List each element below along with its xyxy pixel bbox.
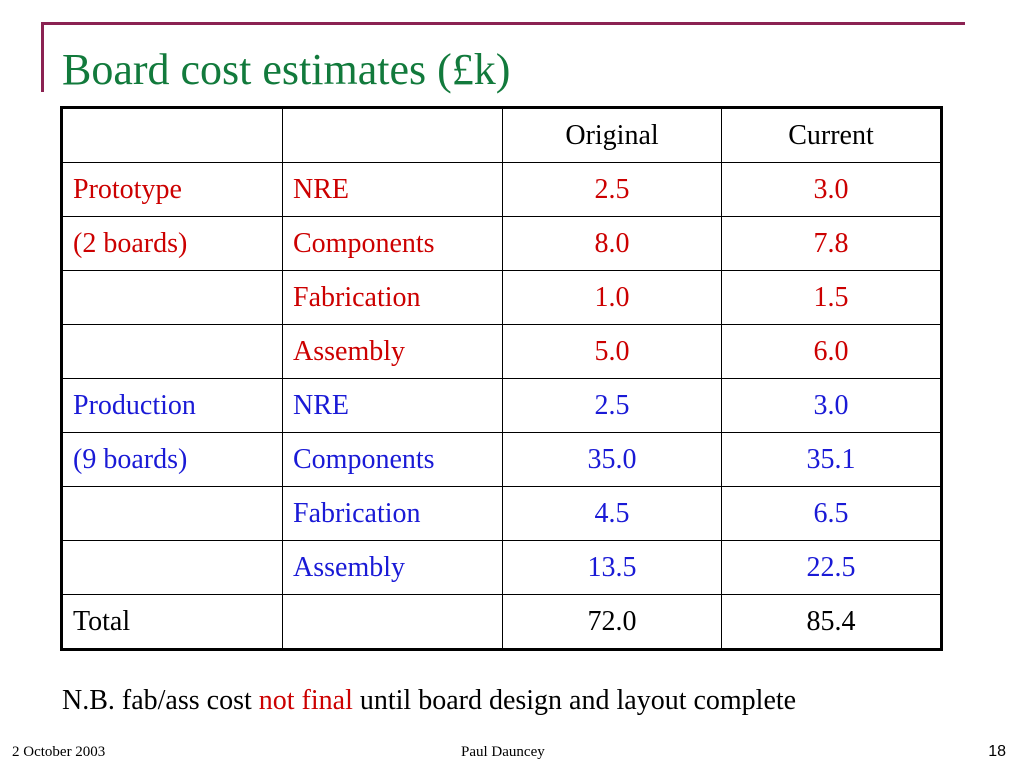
- row-group-label: (9 boards): [61, 432, 283, 487]
- footer-author: Paul Dauncey: [461, 744, 545, 760]
- row-current-value: 3.0: [721, 162, 942, 217]
- row-original-value: 2.5: [502, 162, 722, 217]
- table-row: (2 boards) Components 8.0 7.8: [61, 216, 942, 271]
- slide-title: Board cost estimates (£k): [62, 45, 511, 94]
- header-cell-original: Original: [502, 107, 722, 163]
- table-row: Production NRE 2.5 3.0: [61, 378, 942, 433]
- row-item-label: Fabrication: [282, 486, 503, 541]
- row-item-label: Fabrication: [282, 270, 503, 325]
- table-row: Prototype NRE 2.5 3.0: [61, 162, 942, 217]
- row-group-label: [61, 324, 283, 379]
- footnote-suffix: until board design and layout complete: [352, 685, 797, 716]
- row-group-label: [61, 486, 283, 541]
- row-current-value: 22.5: [721, 540, 942, 595]
- row-item-label: NRE: [282, 378, 503, 433]
- row-current-value: 3.0: [721, 378, 942, 433]
- row-original-value: 1.0: [502, 270, 722, 325]
- header-cell-item: [282, 107, 503, 163]
- row-item-label: NRE: [282, 162, 503, 217]
- table-header-row: Original Current: [61, 107, 942, 163]
- table-row: Fabrication 1.0 1.5: [61, 270, 942, 325]
- row-original-value: 8.0: [502, 216, 722, 271]
- row-current-value: 7.8: [721, 216, 942, 271]
- table-row: Fabrication 4.5 6.5: [61, 486, 942, 541]
- total-original-value: 72.0: [502, 594, 722, 650]
- footer-date: 2 October 2003: [12, 744, 106, 760]
- page-number: 18: [988, 743, 1006, 760]
- left-accent-line: [41, 22, 44, 92]
- top-accent-line: [43, 22, 965, 25]
- row-group-label: [61, 540, 283, 595]
- row-original-value: 2.5: [502, 378, 722, 433]
- row-group-label: Production: [61, 378, 283, 433]
- row-group-label: Prototype: [61, 162, 283, 217]
- total-item: [282, 594, 503, 650]
- total-current-value: 85.4: [721, 594, 942, 650]
- row-item-label: Components: [282, 432, 503, 487]
- row-current-value: 1.5: [721, 270, 942, 325]
- total-label: Total: [61, 594, 283, 650]
- header-cell-group: [61, 107, 283, 163]
- row-original-value: 13.5: [502, 540, 722, 595]
- row-group-label: [61, 270, 283, 325]
- table-total-row: Total 72.0 85.4: [61, 594, 942, 650]
- row-current-value: 6.5: [721, 486, 942, 541]
- table-row: Assembly 5.0 6.0: [61, 324, 942, 379]
- table-row: (9 boards) Components 35.0 35.1: [61, 432, 942, 487]
- cost-table: Original Current Prototype NRE 2.5 3.0 (…: [60, 106, 943, 651]
- table-row: Assembly 13.5 22.5: [61, 540, 942, 595]
- row-item-label: Assembly: [282, 324, 503, 379]
- row-group-label: (2 boards): [61, 216, 283, 271]
- row-original-value: 4.5: [502, 486, 722, 541]
- footnote-highlight: not final: [258, 685, 353, 716]
- row-current-value: 6.0: [721, 324, 942, 379]
- row-original-value: 35.0: [502, 432, 722, 487]
- row-item-label: Assembly: [282, 540, 503, 595]
- footnote-prefix: N.B. fab/ass cost: [62, 685, 259, 716]
- row-current-value: 35.1: [721, 432, 942, 487]
- row-original-value: 5.0: [502, 324, 722, 379]
- header-cell-current: Current: [721, 107, 942, 163]
- row-item-label: Components: [282, 216, 503, 271]
- footnote: N.B. fab/ass cost not final until board …: [62, 684, 796, 718]
